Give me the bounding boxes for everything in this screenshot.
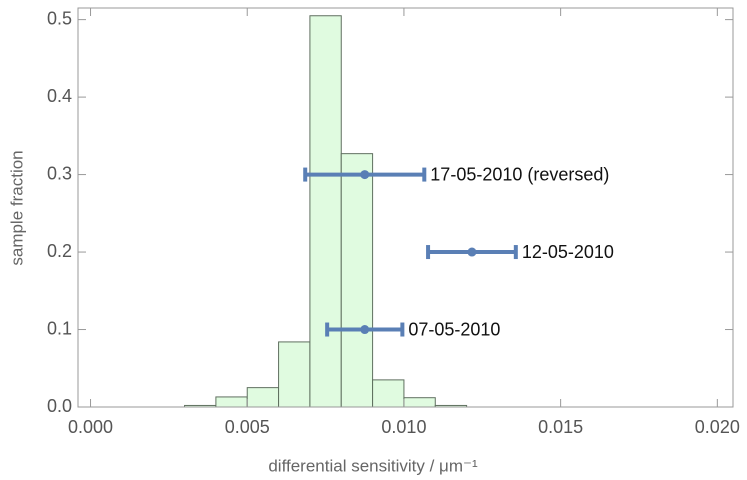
plot-frame <box>77 7 734 408</box>
y-tick-label: 0.2 <box>47 241 72 261</box>
histogram-bar <box>309 15 342 408</box>
point <box>360 325 370 335</box>
point-label: 12-05-2010 <box>522 242 614 262</box>
y-tick-label: 0.1 <box>47 318 72 338</box>
histogram-bar <box>340 153 374 408</box>
point <box>467 247 477 257</box>
point-label: 17-05-2010 (reversed) <box>430 164 609 184</box>
y-tick-label: 0.3 <box>47 163 72 183</box>
x-tick-label: 0.020 <box>695 417 740 437</box>
y-tick-label: 0.4 <box>47 86 72 106</box>
x-tick-label: 0.010 <box>381 417 426 437</box>
point <box>360 170 370 180</box>
x-axis-label: differential sensitivity / μm⁻¹ <box>268 456 478 475</box>
x-tick-label: 0.005 <box>225 417 270 437</box>
x-tick-label: 0.000 <box>68 417 113 437</box>
histogram-bar <box>246 387 280 408</box>
histogram-bar <box>403 397 436 408</box>
x-tick-label: 0.015 <box>538 417 583 437</box>
histogram-bar <box>278 341 311 408</box>
histogram-bar <box>215 396 248 408</box>
point-label: 07-05-2010 <box>408 319 500 339</box>
y-tick-label: 0.5 <box>47 8 72 28</box>
histogram-bar <box>372 379 405 408</box>
y-axis-label: sample fraction <box>7 150 26 265</box>
y-tick-label: 0.0 <box>47 396 72 416</box>
